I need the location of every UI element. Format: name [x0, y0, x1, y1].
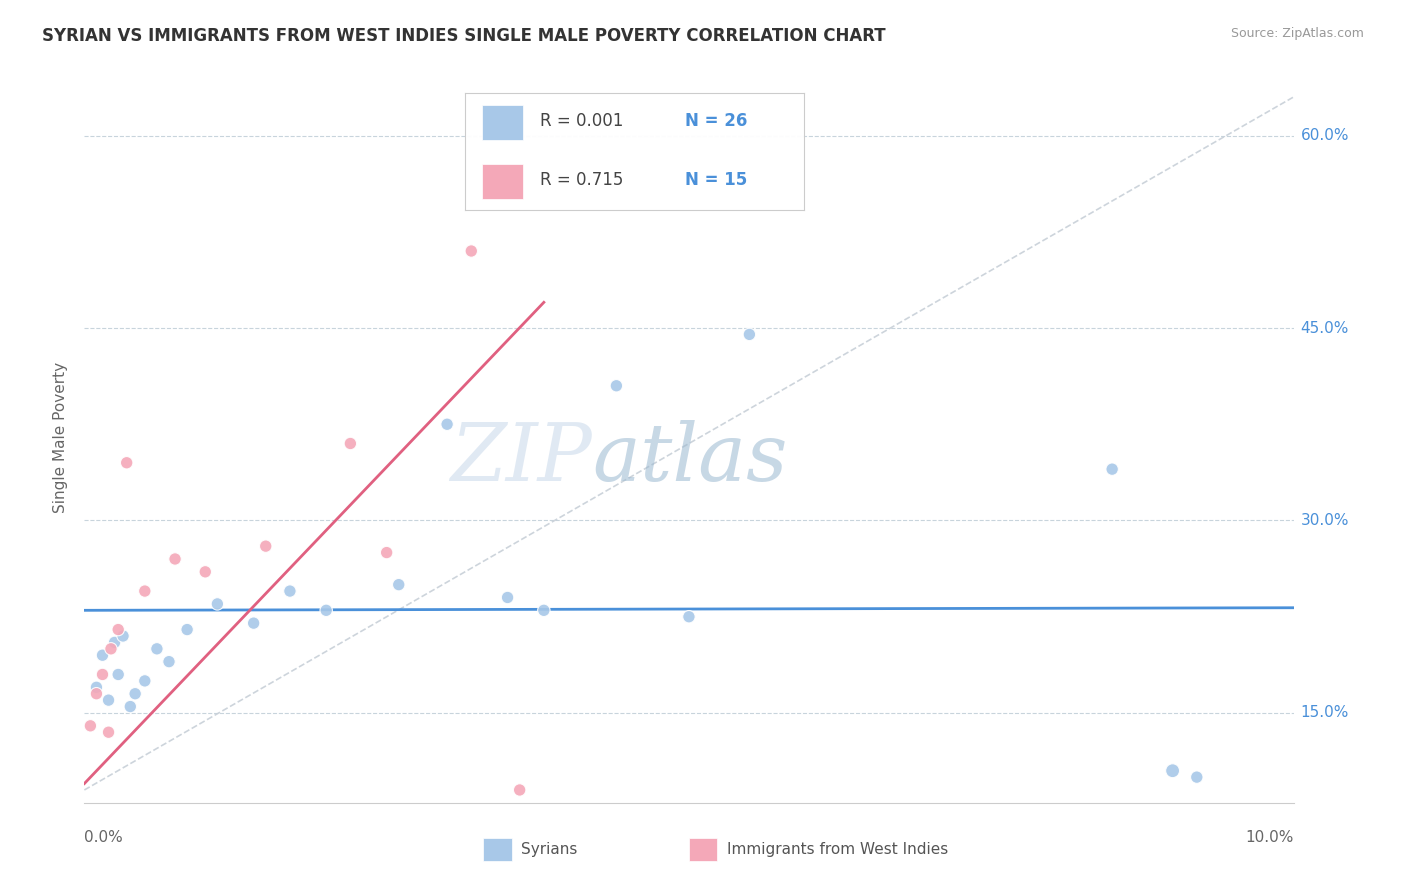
Text: 15.0%: 15.0% — [1301, 706, 1348, 721]
Text: 30.0%: 30.0% — [1301, 513, 1348, 528]
Text: N = 15: N = 15 — [685, 171, 748, 189]
Point — [97, 693, 120, 707]
FancyBboxPatch shape — [482, 105, 523, 140]
Point — [124, 687, 146, 701]
FancyBboxPatch shape — [482, 163, 523, 199]
Point — [104, 635, 127, 649]
Point — [176, 623, 198, 637]
Point — [91, 648, 114, 663]
Text: R = 0.001: R = 0.001 — [540, 112, 623, 130]
Y-axis label: Single Male Poverty: Single Male Poverty — [53, 361, 69, 513]
Point — [157, 655, 180, 669]
Point — [86, 687, 108, 701]
Point — [678, 609, 700, 624]
Point — [738, 327, 761, 342]
Point — [120, 699, 142, 714]
Point — [134, 673, 156, 688]
Point — [115, 456, 138, 470]
Point — [605, 378, 627, 392]
Point — [496, 591, 519, 605]
Point — [509, 783, 531, 797]
Text: 60.0%: 60.0% — [1301, 128, 1348, 143]
Point — [436, 417, 458, 432]
Point — [278, 584, 301, 599]
Text: ZIP: ZIP — [450, 420, 592, 498]
Point — [375, 545, 398, 559]
Text: SYRIAN VS IMMIGRANTS FROM WEST INDIES SINGLE MALE POVERTY CORRELATION CHART: SYRIAN VS IMMIGRANTS FROM WEST INDIES SI… — [42, 27, 886, 45]
Point — [97, 725, 120, 739]
Text: Immigrants from West Indies: Immigrants from West Indies — [727, 842, 948, 856]
Point — [100, 641, 122, 656]
Point — [254, 539, 277, 553]
Point — [134, 584, 156, 599]
Point — [207, 597, 229, 611]
Text: Source: ZipAtlas.com: Source: ZipAtlas.com — [1230, 27, 1364, 40]
Point — [112, 629, 135, 643]
Point — [460, 244, 482, 258]
Point — [86, 681, 108, 695]
Point — [1185, 770, 1208, 784]
Text: 45.0%: 45.0% — [1301, 320, 1348, 335]
Point — [242, 616, 264, 631]
Point — [107, 623, 129, 637]
Text: Syrians: Syrians — [522, 842, 578, 856]
Point — [194, 565, 217, 579]
Point — [533, 603, 555, 617]
Point — [1161, 764, 1184, 778]
Text: R = 0.715: R = 0.715 — [540, 171, 623, 189]
Text: N = 26: N = 26 — [685, 112, 748, 130]
Text: 10.0%: 10.0% — [1246, 830, 1294, 845]
Point — [315, 603, 337, 617]
Text: 0.0%: 0.0% — [84, 830, 124, 845]
Point — [107, 667, 129, 681]
Point — [1101, 462, 1123, 476]
Point — [146, 641, 169, 656]
Point — [79, 719, 101, 733]
Text: atlas: atlas — [592, 420, 787, 498]
Point — [165, 552, 187, 566]
Point — [91, 667, 114, 681]
Point — [339, 436, 361, 450]
Point — [388, 577, 411, 591]
